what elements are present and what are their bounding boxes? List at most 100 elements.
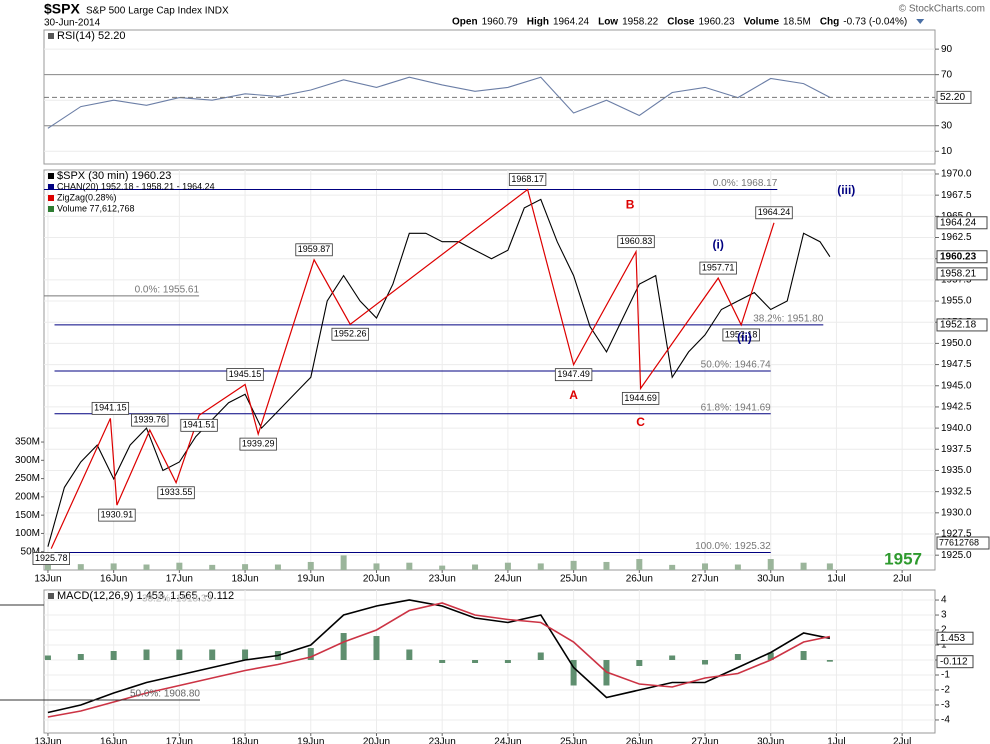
value-tag bbox=[936, 655, 974, 669]
quote-bar: Open 1960.79 High 1964.24 Low 1958.22 Close 196… bbox=[452, 17, 925, 28]
quote-value: 1960.23 bbox=[698, 17, 735, 28]
fib-label: 0.0%: 1968.17 bbox=[713, 178, 778, 189]
pivot-box bbox=[554, 368, 593, 382]
x-tick-label: 26Jun bbox=[626, 574, 653, 585]
date: 30-Jun-2014 bbox=[44, 18, 101, 29]
x-tick-label: 13Jun bbox=[34, 737, 61, 744]
bar bbox=[209, 649, 216, 661]
dropdown-arrow bbox=[916, 19, 925, 24]
pivot-label: 1959.87 bbox=[298, 244, 331, 254]
y-tick-label: 1930.0 bbox=[941, 507, 972, 518]
pivot-label: 1944.69 bbox=[624, 393, 657, 403]
pivot-label: 1952.18 bbox=[725, 329, 758, 339]
bar bbox=[77, 564, 84, 570]
x-tick-label: 20Jun bbox=[363, 574, 390, 585]
bar bbox=[472, 564, 479, 570]
pivot-box bbox=[699, 261, 737, 275]
quote-label: Close bbox=[667, 17, 695, 28]
bar bbox=[537, 563, 544, 570]
pivot-label: 1925.78 bbox=[35, 553, 68, 563]
legend-label: RSI(14) 52.20 bbox=[57, 30, 125, 42]
legend-swatch bbox=[48, 195, 54, 201]
x-tick-label: 2Jul bbox=[893, 574, 911, 585]
x-tick-label: 16Jun bbox=[100, 574, 127, 585]
bar bbox=[800, 651, 807, 661]
index-name: S&P 500 Large Cap Index INDX bbox=[86, 6, 229, 17]
wave-label: (i) bbox=[712, 237, 723, 251]
fib-label: 0.0%: 1955.61 bbox=[135, 285, 200, 296]
y-tick-label: 1932.5 bbox=[941, 486, 972, 497]
price-tag-label: 1960.23 bbox=[940, 251, 977, 262]
quote-value: 1964.24 bbox=[553, 17, 590, 28]
bar bbox=[176, 562, 183, 570]
x-tick-label: 19Jun bbox=[297, 737, 324, 744]
pivot-box bbox=[98, 508, 136, 522]
quote-label: Volume bbox=[744, 17, 780, 28]
wave-label: A bbox=[569, 388, 578, 402]
y-tick-label: 1967.5 bbox=[941, 190, 972, 201]
bar bbox=[826, 563, 833, 570]
y-tick-label: 90 bbox=[941, 44, 953, 55]
y-tick-label: 1945.0 bbox=[941, 380, 972, 391]
series-line bbox=[47, 198, 831, 547]
pivot-label: 1968.17 bbox=[511, 174, 544, 184]
quote-label: Low bbox=[598, 17, 618, 28]
pivot-box bbox=[226, 368, 264, 381]
y-tick-label: 4 bbox=[941, 595, 947, 606]
zigzag-line bbox=[50, 188, 775, 549]
pivot-box bbox=[722, 328, 760, 342]
bar bbox=[826, 660, 833, 662]
quote-value: -0.73 (-0.04%) bbox=[843, 17, 907, 28]
pivot-label: 1939.29 bbox=[242, 439, 275, 449]
x-tick-label: 25Jun bbox=[560, 574, 587, 585]
y2-tick-label: 250M bbox=[15, 473, 40, 484]
bar bbox=[274, 564, 281, 570]
bar bbox=[110, 651, 117, 661]
price-tag bbox=[936, 216, 988, 230]
bar bbox=[669, 655, 676, 661]
quote-value: 1958.22 bbox=[622, 17, 659, 28]
wave-label: B bbox=[626, 197, 635, 211]
pivot-box bbox=[157, 486, 195, 500]
pivot-box bbox=[180, 418, 218, 432]
value-tag bbox=[936, 631, 974, 645]
wave-label: (iii) bbox=[837, 183, 855, 197]
symbol: $SPX bbox=[44, 1, 80, 17]
x-tick-label: 18Jun bbox=[231, 574, 258, 585]
credit: © StockCharts.com bbox=[899, 4, 985, 15]
x-tick-label: 1Jul bbox=[827, 574, 845, 585]
quote-label: Chg bbox=[820, 17, 839, 28]
price-tag-label: 1952.18 bbox=[940, 320, 977, 331]
x-tick-label: 19Jun bbox=[297, 574, 324, 585]
fib-note: 50.0%: 1908.80 bbox=[130, 689, 200, 700]
y-tick-label: 10 bbox=[941, 146, 953, 157]
pivot-label: 1945.15 bbox=[229, 369, 262, 379]
panel-frame bbox=[43, 589, 936, 734]
y-tick-label: 1950.0 bbox=[941, 338, 972, 349]
y-tick-label: 2 bbox=[941, 625, 947, 636]
y-tick-label: 1937.5 bbox=[941, 444, 972, 455]
pivot-box bbox=[331, 327, 369, 341]
x-tick-label: 1Jul bbox=[827, 737, 845, 744]
pivot-label: 1941.51 bbox=[183, 420, 216, 430]
y-tick-label: 1962.5 bbox=[941, 232, 972, 243]
bar bbox=[504, 562, 511, 570]
pivot-box bbox=[131, 413, 169, 427]
y-tick-label: -4 bbox=[941, 715, 950, 726]
pivot-box bbox=[621, 391, 660, 405]
y-tick-label: 1955.0 bbox=[941, 296, 972, 307]
quote-label: Open bbox=[452, 17, 478, 28]
legend-swatch bbox=[48, 184, 54, 190]
pivot-label: 1941.15 bbox=[94, 403, 127, 413]
price-tag-label: 1964.24 bbox=[940, 217, 977, 228]
pivot-label: 1964.24 bbox=[758, 207, 791, 217]
x-tick-label: 27Jun bbox=[691, 737, 718, 744]
y2-tick-label: 200M bbox=[15, 492, 40, 503]
bar bbox=[242, 564, 249, 570]
bar bbox=[439, 565, 446, 570]
fib-label: 38.2%: 1951.80 bbox=[753, 314, 823, 325]
watermark: 1957 bbox=[884, 549, 922, 568]
volume-tag bbox=[936, 536, 990, 550]
bar bbox=[110, 563, 117, 570]
